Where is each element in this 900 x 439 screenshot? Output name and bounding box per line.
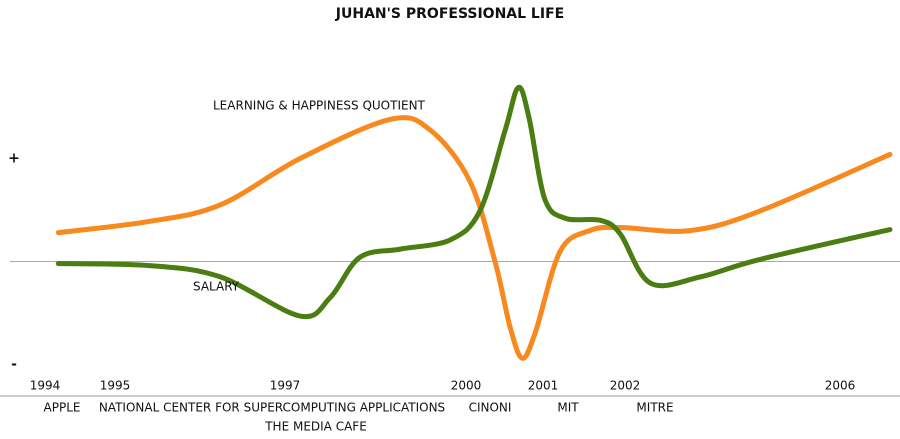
x-tick-label: 2002 <box>610 379 641 393</box>
series-label: SALARY <box>193 280 240 294</box>
employer-label: MIT <box>557 401 579 415</box>
y-tick-label: + <box>8 151 20 167</box>
x-tick-label: 1995 <box>100 379 131 393</box>
employer-label: MITRE <box>636 401 673 415</box>
series-label: LEARNING & HAPPINESS QUOTIENT <box>213 99 426 113</box>
x-tick-label: 1997 <box>270 379 301 393</box>
y-tick-label: - <box>11 356 17 372</box>
employer-label: APPLE <box>44 401 81 415</box>
series-line <box>55 84 893 320</box>
employer-label: CINONI <box>469 401 512 415</box>
employer-label: THE MEDIA CAFE <box>264 420 367 434</box>
x-tick-label: 1994 <box>30 379 61 393</box>
x-tick-label: 2000 <box>451 379 482 393</box>
x-tick-label: 2001 <box>528 379 559 393</box>
x-tick-label: 2006 <box>825 379 856 393</box>
series-line <box>55 115 893 361</box>
employer-label: NATIONAL CENTER FOR SUPERCOMPUTING APPLI… <box>99 401 445 415</box>
chart-title: JUHAN'S PROFESSIONAL LIFE <box>335 6 564 22</box>
